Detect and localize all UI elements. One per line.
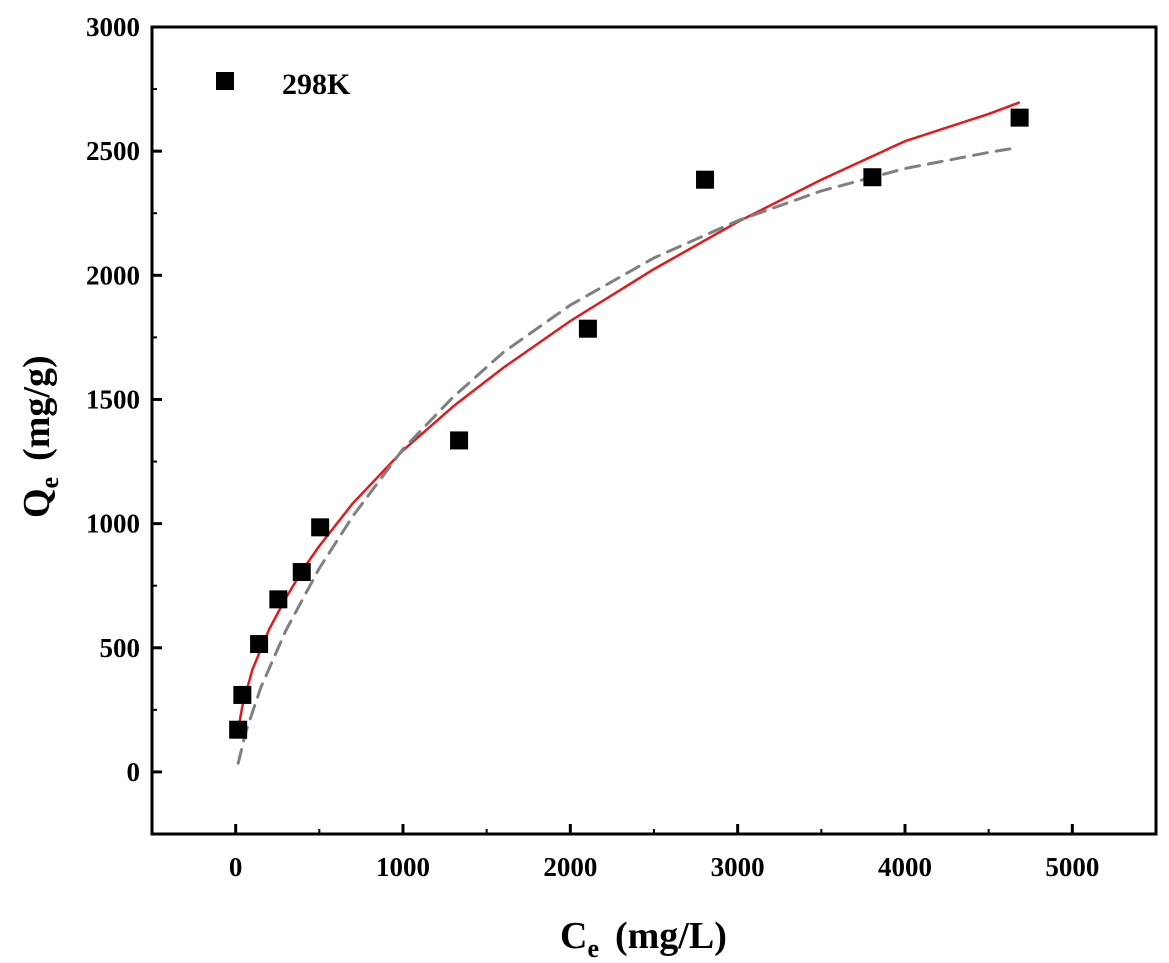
data-point — [233, 685, 252, 704]
x-axis-title-sub: e — [587, 934, 599, 963]
data-point — [311, 518, 330, 537]
y-tick-label: 1000 — [86, 509, 140, 539]
y-tick-label: 500 — [100, 633, 141, 663]
data-point — [250, 635, 269, 654]
x-axis: 0 1000 2000 3000 4000 5000 — [151, 824, 1157, 882]
fit-lines — [236, 101, 1021, 765]
y-tick-label: 2500 — [86, 136, 140, 166]
x-tick-label: 1000 — [376, 852, 430, 882]
data-point — [1010, 108, 1029, 127]
y-tick-label: 1500 — [86, 384, 140, 414]
x-tick-label: 4000 — [878, 852, 932, 882]
legend-marker — [216, 72, 234, 90]
legend-label-298k: 298K — [282, 68, 351, 101]
x-tick-label: 0 — [229, 852, 243, 882]
data-point — [863, 168, 882, 187]
fit-dashed-line — [236, 145, 1021, 765]
data-point — [292, 563, 311, 582]
x-tick-label: 2000 — [543, 852, 597, 882]
y-axis-title-main: Q — [16, 488, 58, 518]
y-axis-title-sub: e — [35, 477, 64, 489]
y-tick-label: 2000 — [86, 260, 140, 290]
x-tick-label: 3000 — [711, 852, 765, 882]
legend: 298K — [216, 68, 351, 101]
y-tick-label: 3000 — [86, 12, 140, 42]
x-axis-title-unit: (mg/L) — [615, 915, 727, 957]
x-axis-title: Ce (mg/L) — [560, 915, 727, 963]
y-axis-title-unit: (mg/g) — [16, 355, 58, 461]
data-point — [696, 170, 715, 189]
x-tick-label: 5000 — [1045, 852, 1099, 882]
plot-frame — [150, 25, 1158, 836]
y-tick-label: 0 — [127, 757, 141, 787]
data-point — [450, 431, 469, 450]
data-point — [229, 720, 248, 739]
x-axis-title-main: C — [560, 915, 587, 957]
fit-solid-line — [236, 101, 1021, 731]
data-point — [269, 590, 288, 609]
y-axis: 0 500 1000 1500 2000 2500 3000 — [86, 12, 162, 787]
data-points — [229, 108, 1029, 739]
y-axis-title: Qe (mg/g) — [16, 355, 64, 518]
data-point — [578, 319, 597, 338]
